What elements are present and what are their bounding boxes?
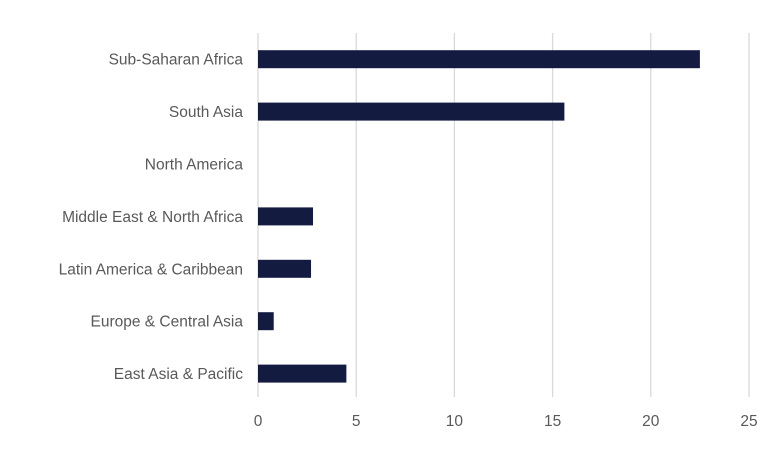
x-tick-label: 15 xyxy=(544,413,561,430)
x-tick-label: 20 xyxy=(642,413,660,430)
category-label: East Asia & Pacific xyxy=(114,366,243,383)
category-label: Europe & Central Asia xyxy=(90,314,243,331)
category-labels: Sub-Saharan Africa South Asia North Americ… xyxy=(59,52,244,383)
gridlines xyxy=(257,33,750,397)
bar xyxy=(258,207,313,226)
bars xyxy=(258,50,700,383)
category-label: Sub-Saharan Africa xyxy=(109,52,244,69)
category-label: Middle East & North Africa xyxy=(62,209,243,226)
x-tick-label: 10 xyxy=(446,413,464,430)
x-tick-label: 0 xyxy=(254,413,263,430)
bar xyxy=(258,259,312,278)
category-label: Latin America & Caribbean xyxy=(59,261,243,278)
category-label: South Asia xyxy=(169,104,243,121)
x-tick-label: 25 xyxy=(740,413,757,430)
bar xyxy=(258,102,565,121)
category-label: North America xyxy=(145,157,244,174)
bar xyxy=(258,50,700,69)
bar xyxy=(258,312,274,331)
x-tick-label: 5 xyxy=(352,413,361,430)
bar xyxy=(258,364,347,383)
x-axis-tick-labels: 0 5 10 15 20 25 xyxy=(254,413,758,430)
